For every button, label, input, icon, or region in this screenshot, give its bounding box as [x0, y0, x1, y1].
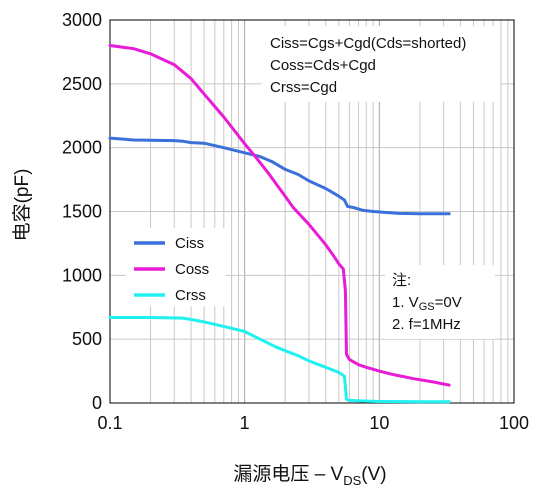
- formula-box: [262, 26, 500, 102]
- y-tick-label: 1000: [62, 265, 102, 285]
- legend-label-coss: Coss: [175, 261, 209, 278]
- x-tick-label: 10: [369, 413, 389, 433]
- x-tick-label: 0.1: [97, 413, 122, 433]
- series-line-coss: [108, 44, 451, 387]
- note-line1: 1. VGS=0V: [392, 294, 462, 313]
- x-tick-labels: 0.1 1 10 100: [97, 413, 529, 433]
- series-line-crss: [108, 316, 451, 404]
- formula-crss: Crss=Cgd: [270, 79, 337, 96]
- y-axis-title: 电容(pF): [11, 169, 33, 242]
- y-tick-label: 3000: [62, 10, 102, 30]
- x-tick-label: 1: [240, 413, 250, 433]
- note-title: 注:: [392, 272, 411, 289]
- x-axis-title: 漏源电压 – VDS(V): [233, 463, 386, 488]
- note-box: [385, 265, 495, 339]
- y-tick-label: 1500: [62, 202, 102, 222]
- legend: Ciss Coss Crss: [134, 235, 209, 304]
- formula-ciss: Ciss=Cgs+Cgd(Cds=shorted): [270, 35, 466, 52]
- legend-label-ciss: Ciss: [175, 235, 204, 252]
- y-tick-labels: 0 500 1000 1500 2000 2500 3000: [62, 10, 102, 413]
- legend-box: [126, 228, 226, 306]
- x-tick-label: 100: [499, 413, 529, 433]
- legend-label-crss: Crss: [175, 287, 206, 304]
- formula-coss: Coss=Cds+Cgd: [270, 57, 376, 74]
- series-lines: [108, 44, 451, 404]
- series-line-ciss: [108, 136, 451, 216]
- y-tick-label: 500: [72, 329, 102, 349]
- y-tick-label: 0: [92, 393, 102, 413]
- y-tick-label: 2000: [62, 138, 102, 158]
- note-line2: 2. f=1MHz: [392, 316, 461, 333]
- y-tick-label: 2500: [62, 74, 102, 94]
- plot-frame: [109, 19, 515, 404]
